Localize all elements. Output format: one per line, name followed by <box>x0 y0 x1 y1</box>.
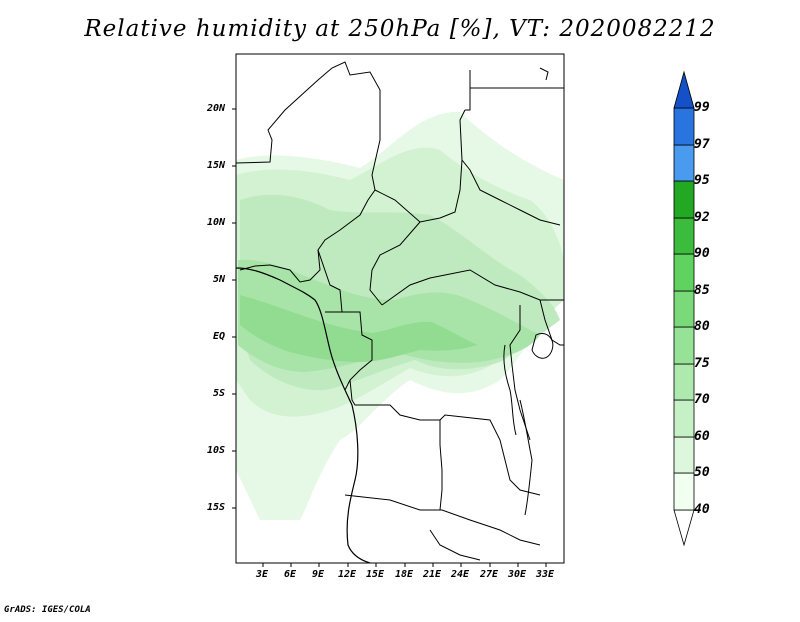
colorbar-bin-95 <box>673 144 695 182</box>
lat-label-10s: 10S <box>207 445 226 456</box>
colorbar-label-95: 95 <box>694 173 710 188</box>
lat-label-15n: 15N <box>207 160 226 171</box>
colorbar-label-90: 90 <box>694 246 710 261</box>
lakes <box>503 67 554 516</box>
lon-label-30e: 30E <box>508 569 527 580</box>
colorbar-bin-70 <box>673 363 695 401</box>
lon-label-21e: 21E <box>423 569 442 580</box>
colorbar-label-40: 40 <box>694 502 710 517</box>
lon-label-6e: 6E <box>284 569 297 580</box>
lon-label-12e: 12E <box>338 569 357 580</box>
colorbar-label-85: 85 <box>694 283 710 298</box>
colorbar-label-50: 50 <box>694 465 710 480</box>
lon-label-18e: 18E <box>395 569 414 580</box>
colorbar-label-80: 80 <box>694 319 710 334</box>
lat-label-eq: EQ <box>213 331 226 342</box>
colorbar-label-75: 75 <box>694 356 710 371</box>
colorbar-bin-60 <box>673 399 695 438</box>
lon-label-24e: 24E <box>451 569 470 580</box>
lon-ticks <box>262 563 547 567</box>
humidity-band-75 <box>240 295 478 362</box>
colorbar-label-60: 60 <box>694 429 710 444</box>
software-credit: GrADS: IGES/COLA <box>4 605 91 615</box>
colorbar-label-70: 70 <box>694 392 710 407</box>
colorbar <box>673 70 695 547</box>
lat-ticks <box>232 108 236 509</box>
map-frame <box>235 53 565 564</box>
colorbar-bin-90 <box>673 217 695 255</box>
lat-label-5n: 5N <box>213 274 226 285</box>
lon-label-27e: 27E <box>480 569 499 580</box>
lat-label-10n: 10N <box>207 217 226 228</box>
colorbar-high-arrow <box>673 70 695 109</box>
colorbar-bin-40 <box>673 472 695 511</box>
colorbar-bin-75 <box>673 326 695 365</box>
colorbar-bin-92 <box>673 180 695 219</box>
humidity-field <box>236 111 564 521</box>
colorbar-bin-80 <box>673 290 695 328</box>
lon-label-3e: 3E <box>256 569 269 580</box>
colorbar-low-arrow <box>673 509 695 547</box>
colorbar-label-99: 99 <box>694 100 710 115</box>
colorbar-bin-85 <box>673 253 695 292</box>
lon-label-15e: 15E <box>366 569 385 580</box>
colorbar-bin-50 <box>673 436 695 474</box>
lat-label-15s: 15S <box>207 502 226 513</box>
colorbar-label-97: 97 <box>694 137 710 152</box>
lon-label-33e: 33E <box>536 569 555 580</box>
lat-label-5s: 5S <box>213 388 226 399</box>
lon-label-9e: 9E <box>312 569 325 580</box>
coastline <box>236 267 371 563</box>
map-title: Relative humidity at 250hPa [%], VT: 202… <box>84 16 716 42</box>
lat-label-20n: 20N <box>207 103 226 114</box>
colorbar-bin-97 <box>673 107 695 146</box>
colorbar-label-92: 92 <box>694 210 710 225</box>
